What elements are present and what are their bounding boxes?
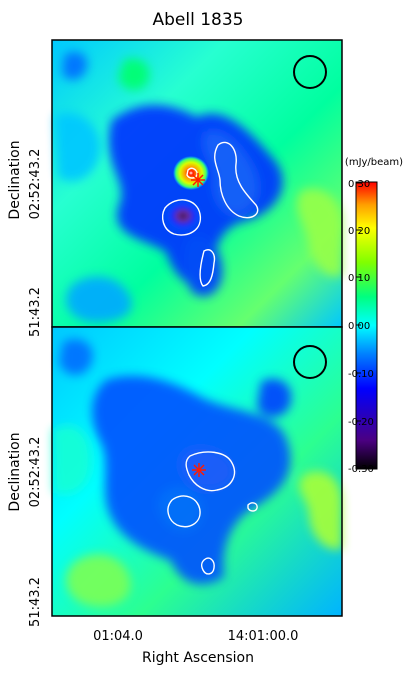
lower-heatmap-panel bbox=[51, 326, 343, 617]
lower-star-diagonal-b bbox=[193, 464, 205, 476]
upper-top-blue-spot bbox=[62, 51, 88, 80]
upper-left-cyan-basin bbox=[55, 112, 101, 182]
chart-title: Abell 1835 bbox=[153, 10, 244, 30]
lower-y-tick-bottom: 51:43.2 bbox=[28, 577, 43, 627]
upper-y-axis-label: Declination bbox=[7, 140, 23, 219]
lower-y-axis-label: Declination bbox=[7, 432, 23, 511]
upper-contour-main-right bbox=[214, 141, 259, 219]
upper-bottom-blue-patch bbox=[66, 276, 132, 323]
lower-beam-circle bbox=[293, 345, 327, 379]
upper-y-tick-top: 02:52:43.2 bbox=[28, 149, 43, 220]
lower-contour-central bbox=[185, 451, 236, 492]
x-axis-label: Right Ascension bbox=[142, 650, 254, 666]
colorbar-tick-label-6: -0.30 bbox=[348, 464, 374, 475]
colorbar-unit-label: (mJy/beam) bbox=[345, 157, 403, 168]
upper-right-blue-ridge bbox=[203, 131, 259, 215]
lower-left-cyan-band bbox=[53, 425, 92, 494]
lower-y-tick-top: 02:52:43.2 bbox=[28, 437, 43, 508]
upper-star-diagonal-b bbox=[192, 174, 204, 186]
upper-mid-green-spot bbox=[118, 58, 150, 91]
lower-panel-frame bbox=[51, 326, 343, 617]
lower-red-star-marker bbox=[192, 463, 206, 477]
lower-right-blue-spot bbox=[257, 378, 292, 418]
colorbar-tick-label-3: 0.00 bbox=[348, 321, 370, 332]
upper-y-tick-bottom: 51:43.2 bbox=[28, 287, 43, 337]
colorbar-ticks bbox=[356, 182, 361, 469]
lower-right-green-edge bbox=[299, 471, 342, 550]
lower-bottom-green-patch bbox=[66, 554, 131, 607]
upper-heatmap-panel bbox=[51, 39, 343, 328]
lower-top-blue-spot bbox=[59, 339, 93, 376]
lower-contour-bottom bbox=[200, 557, 215, 575]
upper-purple-minimum bbox=[164, 200, 202, 232]
upper-lower-blue-tail bbox=[183, 235, 223, 297]
x-tick-left: 01:04.0 bbox=[93, 629, 143, 644]
lower-central-blue-core bbox=[181, 448, 233, 490]
colorbar-tick-label-4: -0.10 bbox=[348, 369, 374, 380]
upper-right-green-edge bbox=[296, 188, 342, 277]
upper-contour-small-peak bbox=[186, 167, 198, 179]
upper-beam-circle bbox=[293, 55, 327, 89]
x-tick-right: 14:01:00.0 bbox=[228, 629, 299, 644]
upper-color-field bbox=[55, 51, 342, 323]
colorbar-tick-label-2: 0.10 bbox=[348, 273, 370, 284]
upper-contour-bottom bbox=[199, 249, 216, 287]
lower-white-contours bbox=[167, 451, 258, 575]
upper-white-contours bbox=[162, 141, 259, 287]
upper-red-star-marker bbox=[191, 173, 205, 187]
lower-contour-small-right bbox=[247, 502, 258, 512]
colorbar-tick-label-1: 0.20 bbox=[348, 226, 370, 237]
colorbar-tick-label-0: 0.30 bbox=[348, 179, 370, 190]
upper-red-peak bbox=[173, 156, 209, 190]
colorbar-tick-label-5: -0.20 bbox=[348, 417, 374, 428]
lower-contour-left bbox=[167, 495, 201, 528]
upper-contour-lower-left bbox=[162, 199, 202, 236]
